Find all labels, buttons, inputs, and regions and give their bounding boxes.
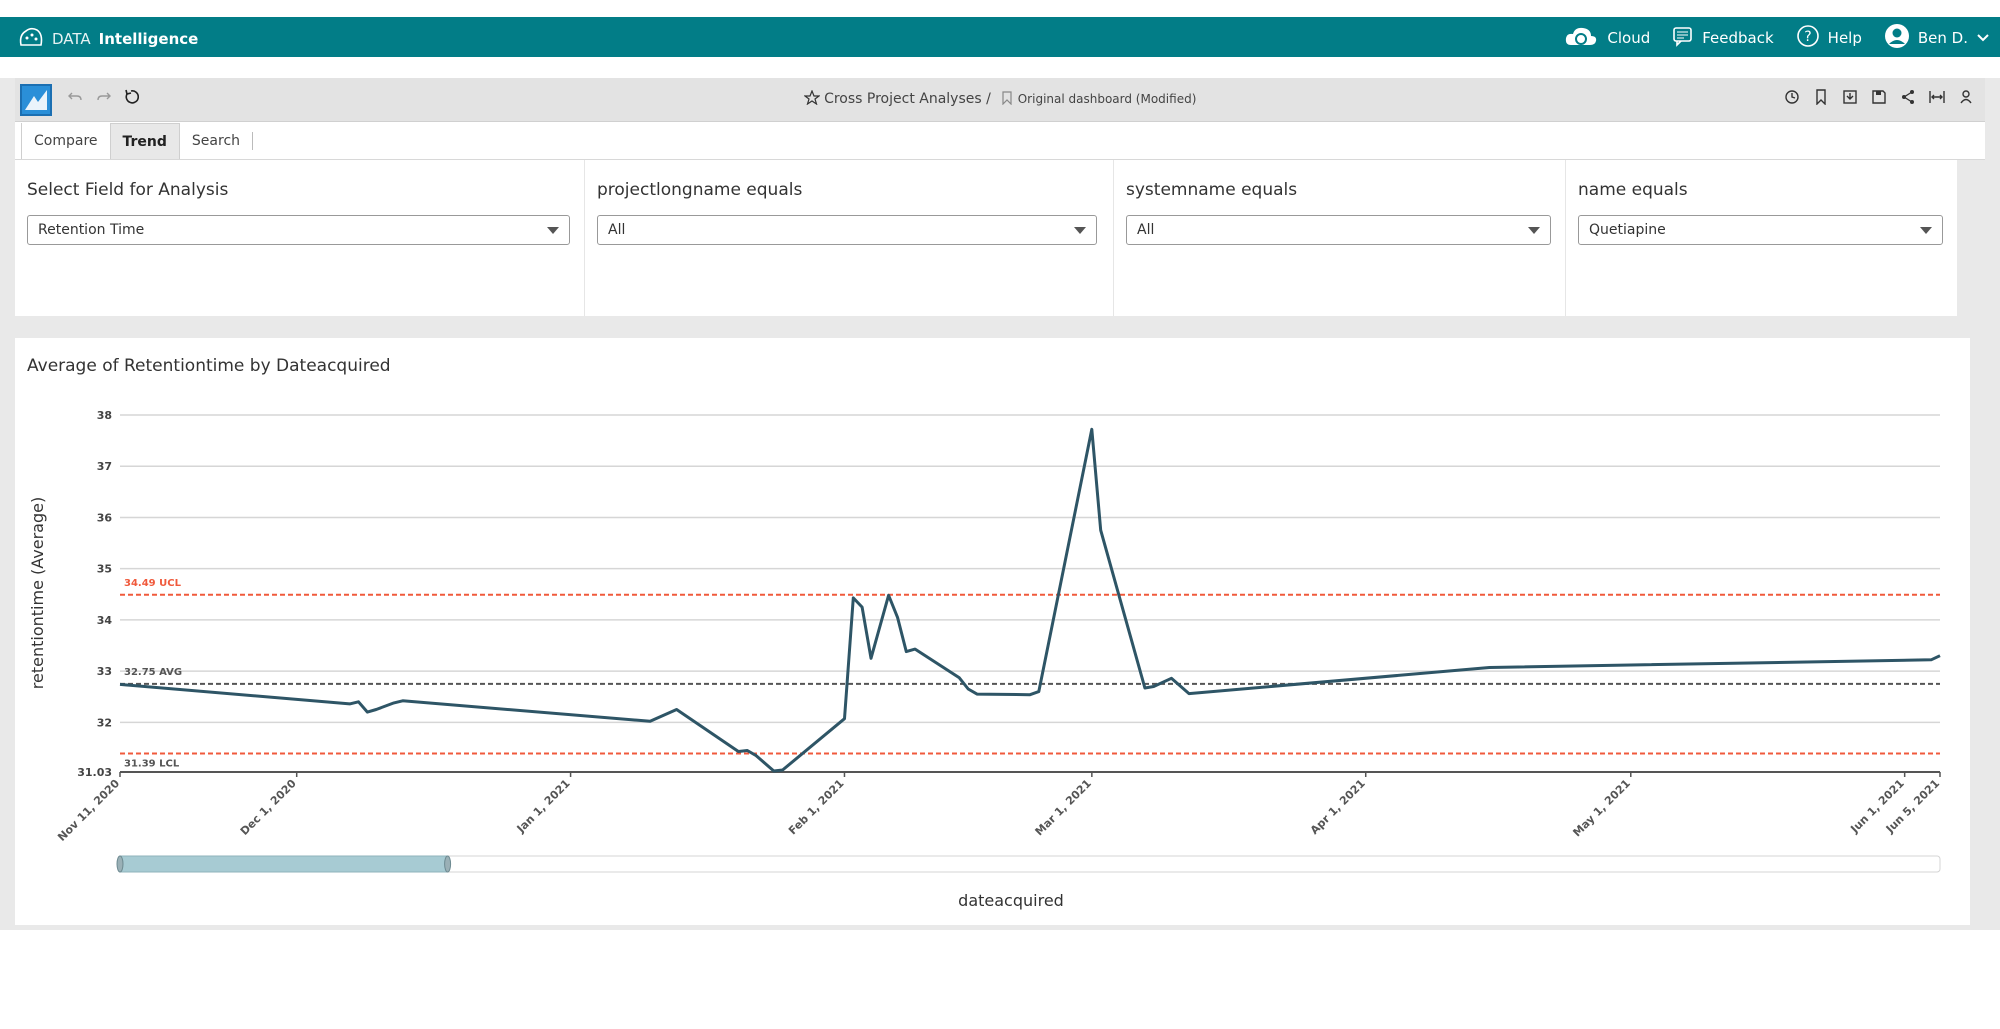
x-axis-title: dateacquired xyxy=(958,891,1064,910)
cloud-menu[interactable]: Cloud xyxy=(1563,24,1650,52)
x-tick-label: Feb 1, 2021 xyxy=(786,777,846,837)
brand-name-light: DATA xyxy=(52,30,91,48)
filter-panel: Select Field for Analysis Retention Time… xyxy=(15,160,1957,316)
y-tick-label: 37 xyxy=(97,460,112,473)
tab-trend[interactable]: Trend xyxy=(109,123,180,159)
chart-panel: Average of Retentiontime by Dateacquired… xyxy=(15,338,1970,925)
breadcrumb-root[interactable]: Cross Project Analyses / xyxy=(824,91,991,107)
chart-title: Average of Retentiontime by Dateacquired xyxy=(27,356,391,376)
field-analysis-select[interactable]: Retention Time xyxy=(27,215,570,245)
favorite-star-icon[interactable] xyxy=(802,89,824,107)
y-tick-label: 31.03 xyxy=(77,766,112,779)
feedback-icon xyxy=(1672,25,1694,51)
select-value: All xyxy=(608,222,626,238)
fit-width-icon[interactable] xyxy=(1928,89,1946,107)
user-profile-icon[interactable] xyxy=(1957,89,1975,107)
user-menu[interactable]: Ben D. xyxy=(1884,23,1990,53)
bookmark-add-icon[interactable] xyxy=(1812,89,1830,107)
reference-label-avg: 32.75 AVG xyxy=(124,667,182,678)
series-line xyxy=(119,427,1941,773)
x-tick-label: Apr 1, 2021 xyxy=(1308,777,1368,837)
reference-label-lcl: 31.39 LCL xyxy=(124,759,180,770)
range-slider-window[interactable] xyxy=(119,855,449,873)
help-icon: ? xyxy=(1796,24,1820,52)
dashboard-toolbar: Cross Project Analyses / Original dashbo… xyxy=(15,78,1985,122)
cloud-icon xyxy=(1563,24,1599,52)
help-button[interactable]: ? Help xyxy=(1796,24,1862,52)
select-value: Quetiapine xyxy=(1589,222,1666,238)
filter-systemname: systemname equals All xyxy=(1114,160,1566,316)
range-slider-start-handle[interactable] xyxy=(116,855,124,873)
x-tick-label: Dec 1, 2020 xyxy=(238,777,299,838)
chevron-down-icon xyxy=(1920,227,1932,234)
select-value: All xyxy=(1137,222,1155,238)
tab-bar: Compare Trend Search xyxy=(15,122,1985,160)
brand-name-bold: Intelligence xyxy=(98,30,199,48)
tab-divider xyxy=(252,132,254,150)
filter-label: projectlongname equals xyxy=(597,180,803,200)
chevron-down-icon xyxy=(1976,29,1990,47)
y-tick-label: 36 xyxy=(97,511,113,524)
download-icon[interactable] xyxy=(1841,89,1859,107)
share-icon[interactable] xyxy=(1899,89,1917,107)
redo-icon[interactable] xyxy=(94,89,114,109)
x-tick-label: May 1, 2021 xyxy=(1570,777,1632,839)
top-bar: DATA Intelligence Cloud Feedback ? Help xyxy=(0,17,2000,57)
name-select[interactable]: Quetiapine xyxy=(1578,215,1943,245)
chevron-down-icon xyxy=(1528,227,1540,234)
filter-projectlongname: projectlongname equals All xyxy=(585,160,1114,316)
svg-text:?: ? xyxy=(1804,29,1811,45)
filter-label: systemname equals xyxy=(1126,180,1298,200)
y-axis-title: retentiontime (Average) xyxy=(28,497,47,689)
filter-label: Select Field for Analysis xyxy=(27,180,229,200)
undo-icon[interactable] xyxy=(65,89,85,109)
y-tick-label: 34 xyxy=(97,614,113,627)
brand[interactable]: DATA Intelligence xyxy=(18,25,198,53)
systemname-select[interactable]: All xyxy=(1126,215,1551,245)
x-tick-label: Nov 11, 2020 xyxy=(55,777,122,844)
range-slider-end-handle[interactable] xyxy=(444,855,452,873)
chevron-down-icon xyxy=(547,227,559,234)
y-tick-label: 32 xyxy=(97,716,112,729)
feedback-label: Feedback xyxy=(1702,29,1774,47)
x-tick-label: Mar 1, 2021 xyxy=(1033,777,1094,838)
bookmark-icon xyxy=(995,91,1017,107)
tab-search[interactable]: Search xyxy=(191,133,241,149)
app-logo-icon[interactable] xyxy=(20,84,52,116)
help-label: Help xyxy=(1827,29,1862,47)
chevron-down-icon xyxy=(1074,227,1086,234)
y-tick-label: 35 xyxy=(97,563,112,576)
filter-label: name equals xyxy=(1578,180,1688,200)
dashboard-name[interactable]: Original dashboard (Modified) xyxy=(1017,92,1197,106)
cloud-label: Cloud xyxy=(1607,29,1651,47)
brand-logo-icon xyxy=(18,25,44,53)
save-icon[interactable] xyxy=(1870,89,1888,107)
avatar-icon xyxy=(1884,23,1910,53)
breadcrumb: Cross Project Analyses / Original dashbo… xyxy=(15,89,1985,107)
reference-label-ucl: 34.49 UCL xyxy=(124,578,182,589)
y-tick-label: 33 xyxy=(97,665,112,678)
projectlongname-select[interactable]: All xyxy=(597,215,1097,245)
revert-icon[interactable] xyxy=(121,89,141,109)
tab-compare[interactable]: Compare xyxy=(21,123,110,159)
user-name: Ben D. xyxy=(1917,29,1968,47)
x-tick-label: Jan 1, 2021 xyxy=(514,777,573,836)
feedback-button[interactable]: Feedback xyxy=(1672,25,1774,51)
trend-chart: 31.03 32 33 34 35 36 37 38 Nov 11, 2020 Dec 1, 20… xyxy=(28,409,1942,910)
select-value: Retention Time xyxy=(38,222,145,238)
filter-name: name equals Quetiapine xyxy=(1566,160,1957,316)
y-tick-label: 38 xyxy=(97,409,112,422)
history-icon[interactable] xyxy=(1783,89,1801,107)
filter-field-analysis: Select Field for Analysis Retention Time xyxy=(15,160,585,316)
